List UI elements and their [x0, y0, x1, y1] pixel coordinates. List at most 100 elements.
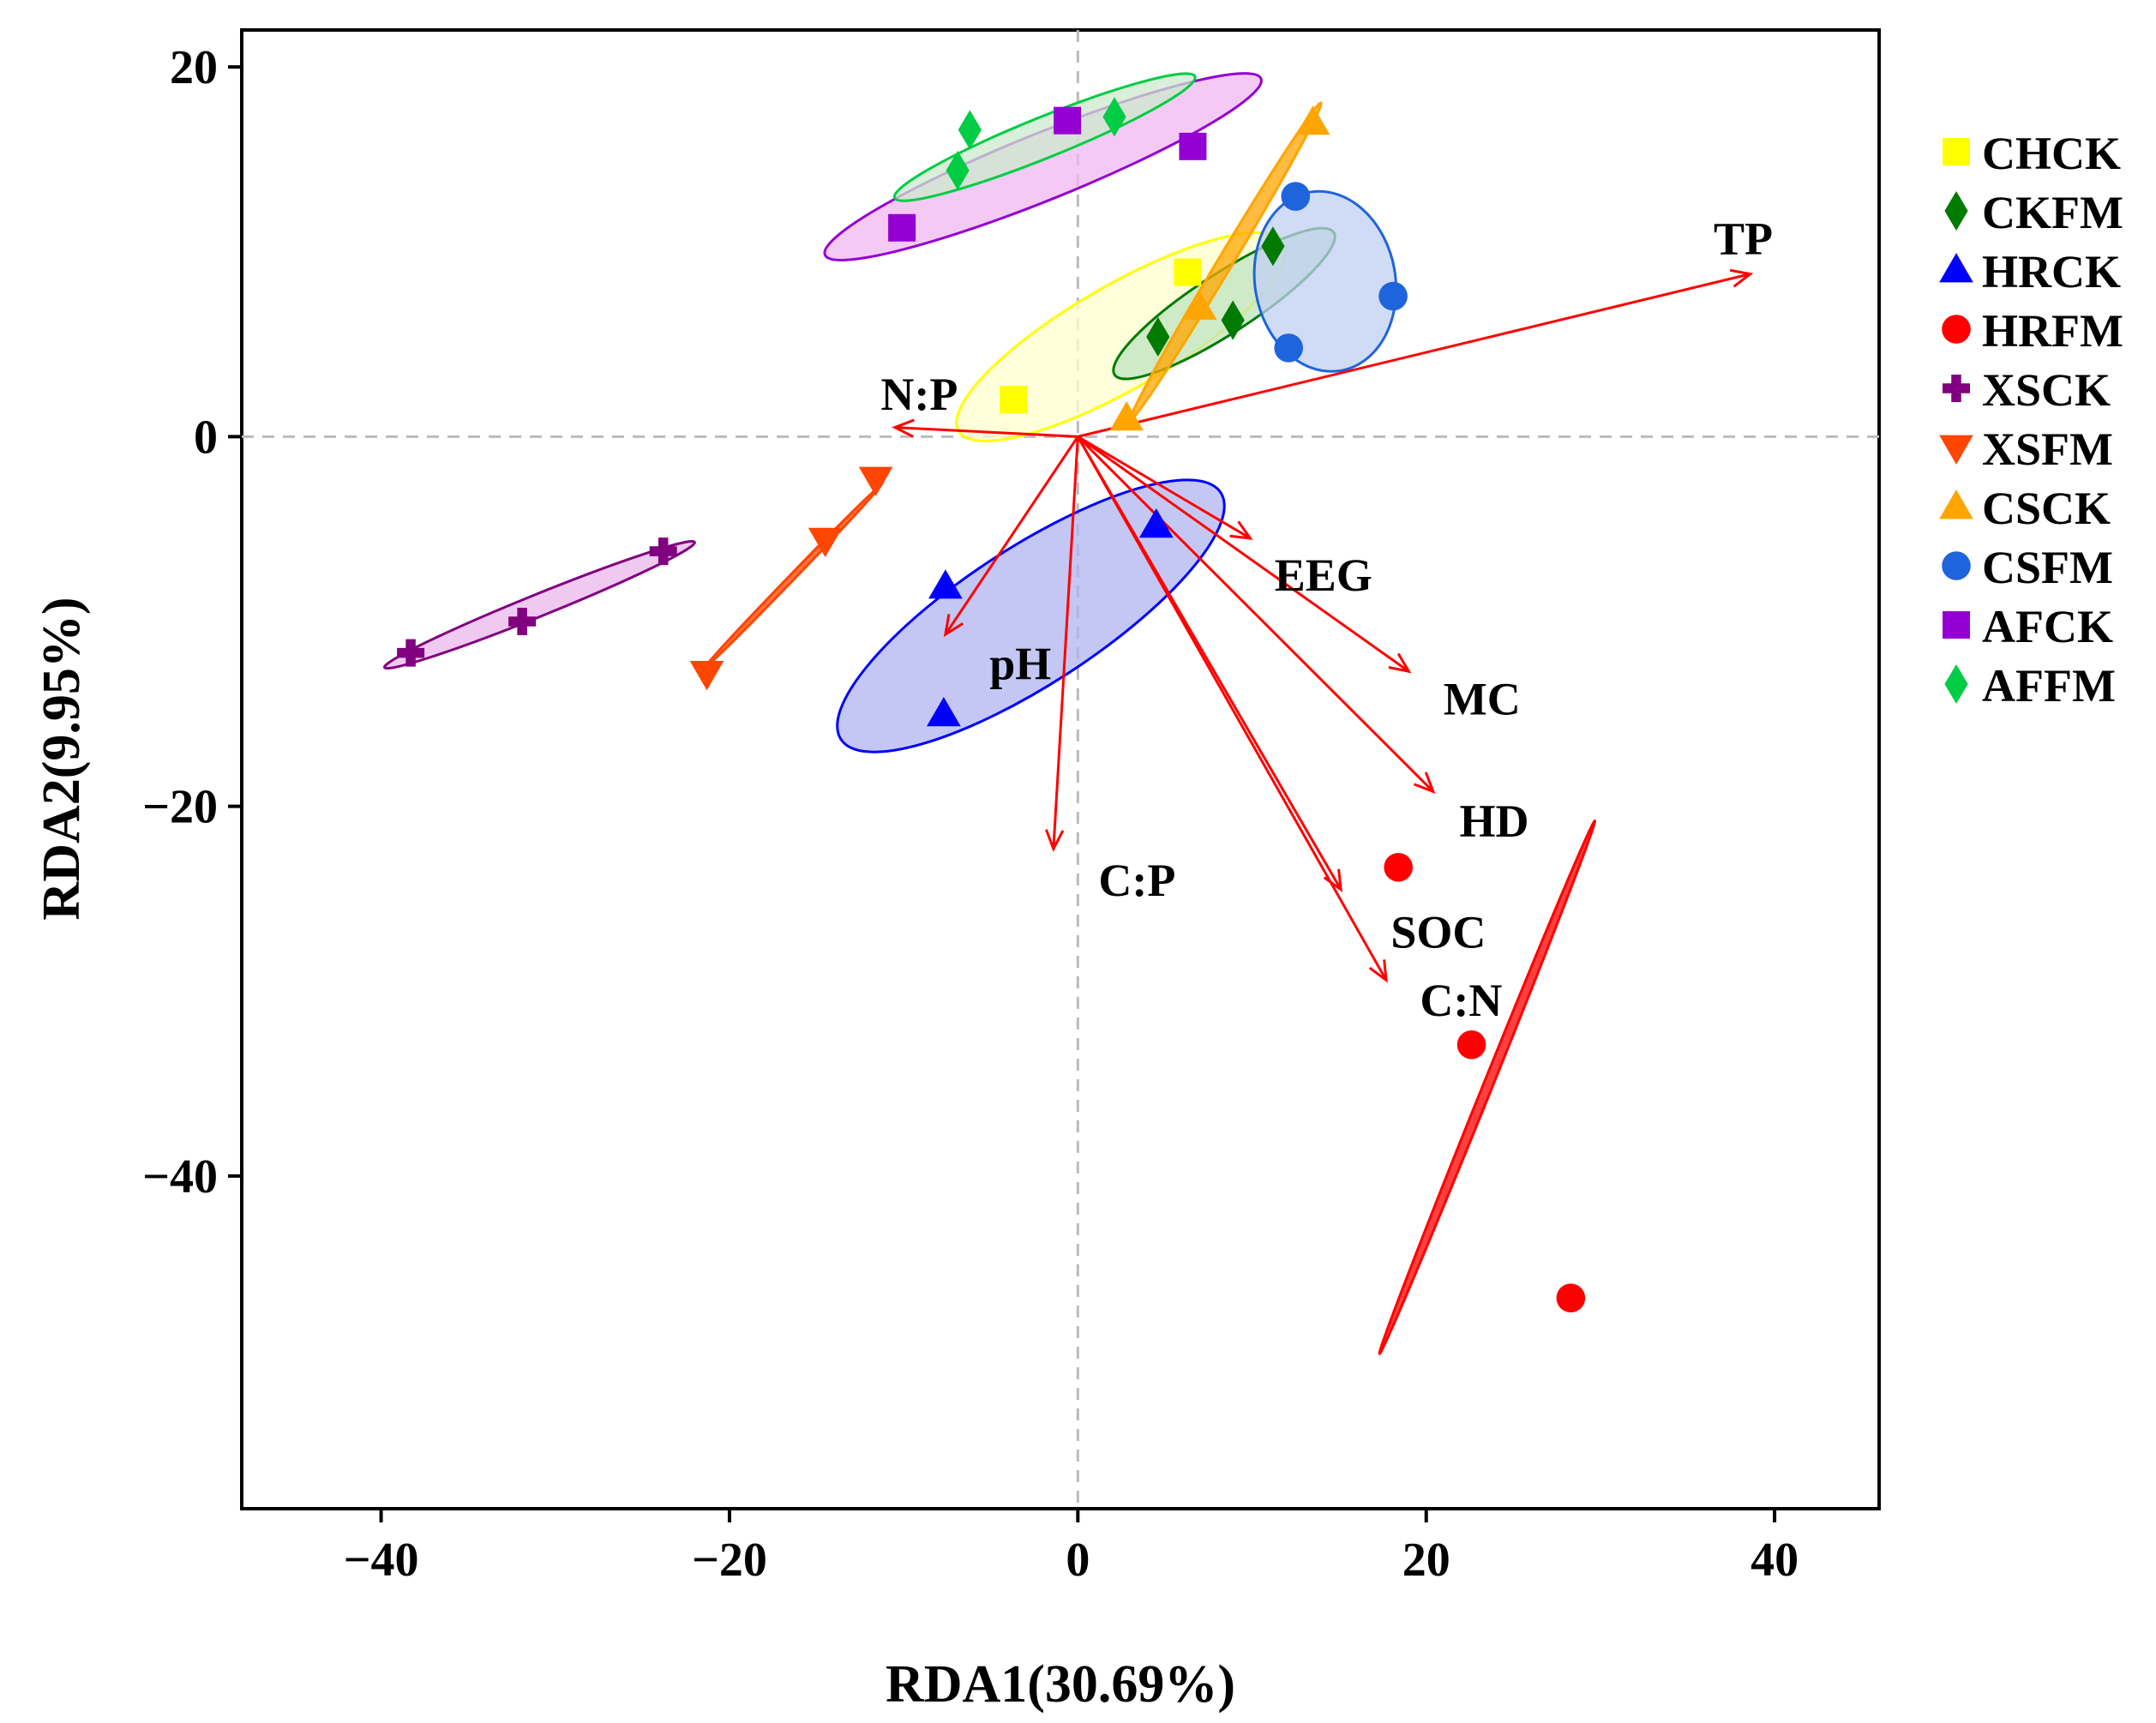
vector-label-eeg: EEG	[1275, 549, 1372, 601]
vector-labels: TP N:P EEG pH MC HD C:P SOC C:N	[880, 213, 1773, 1026]
point-chck	[1174, 258, 1202, 286]
y-tick-label: 0	[194, 411, 218, 464]
x-axis-title: RDA1(30.69%)	[886, 1655, 1235, 1714]
point-csck	[1295, 105, 1330, 135]
vector-label-tp: TP	[1714, 213, 1773, 265]
point-afck	[888, 213, 916, 242]
point-hrfm	[1556, 1283, 1586, 1312]
legend-marker-affm	[1944, 663, 1968, 705]
point-csfm	[1378, 281, 1408, 311]
ellipse-hrfm	[1378, 819, 1597, 1355]
ellipse-xsck	[383, 540, 696, 670]
y-axis-title: RDA2(9.95%)	[33, 597, 91, 920]
point-chck	[1000, 386, 1028, 414]
plot-frame	[240, 28, 1881, 1510]
point-afck	[1179, 132, 1207, 160]
vector-label-c-n: C:N	[1420, 975, 1502, 1026]
vector-label-soc: SOC	[1390, 906, 1486, 958]
point-hrfm	[1384, 852, 1413, 882]
legend-marker-xsck	[1943, 375, 1970, 402]
legend-label-xsfm: XSFM	[1982, 423, 2113, 475]
point-ckfm	[1146, 316, 1170, 357]
point-hrck	[928, 569, 963, 599]
point-hrck	[1138, 508, 1174, 538]
vector-eeg	[1077, 435, 1252, 540]
y-tick-label: 20	[170, 41, 218, 94]
point-xsfm	[689, 660, 724, 691]
y-tick-label: −20	[142, 781, 218, 834]
vector-arrowhead	[1388, 652, 1412, 674]
plot-area: TP N:P EEG pH MC HD C:P SOC C:N	[240, 28, 1881, 1510]
vector-n-p	[894, 426, 1078, 438]
point-xsck	[649, 537, 677, 566]
legend-marker-csck	[1939, 489, 1973, 519]
vector-arrowhead	[1413, 771, 1436, 794]
vector-ph	[944, 435, 1079, 635]
vector-label-ph: pH	[989, 639, 1051, 690]
legend-label-xsck: XSCK	[1982, 364, 2111, 416]
ellipse-chck	[955, 231, 1288, 442]
legend-label-hrck: HRCK	[1982, 246, 2121, 297]
ellipse-xsfm	[700, 482, 885, 673]
vector-tp	[1077, 273, 1751, 438]
point-ckfm	[1221, 300, 1245, 340]
point-affm	[958, 110, 982, 150]
point-hrck	[927, 696, 961, 727]
vector-label-c-p: C:P	[1098, 855, 1175, 906]
vector-arrowhead	[892, 418, 915, 438]
ellipse-hrck	[836, 478, 1226, 753]
legend-label-csck: CSCK	[1982, 483, 2111, 534]
legend-label-affm: AFFM	[1982, 660, 2116, 711]
point-xsck	[508, 608, 537, 635]
legend-marker-xsfm	[1939, 435, 1973, 465]
legend-marker-hrfm	[1942, 315, 1971, 344]
ellipse-affm	[892, 72, 1197, 202]
vector-arrowhead	[1229, 520, 1253, 540]
group-ellipses	[383, 72, 1597, 1355]
point-csfm	[1274, 333, 1303, 363]
x-tick-label: 20	[1402, 1534, 1450, 1587]
legend-label-hrfm: HRFM	[1982, 305, 2123, 357]
vector-arrowhead	[943, 614, 964, 638]
vector-arrowhead	[1729, 268, 1754, 288]
legend-label-afck: AFCK	[1982, 601, 2113, 652]
point-hrfm	[1456, 1030, 1486, 1060]
vector-arrowhead	[1368, 959, 1388, 983]
x-tick-label: −20	[692, 1534, 767, 1587]
legend: CHCK CKFM HRCK HRFM XSCK XSFM CSCK CSFM AFCK AFFM	[1939, 128, 2123, 711]
legend-marker-hrck	[1939, 253, 1973, 283]
x-axis: −40 −20 0 20 40	[344, 1509, 1799, 1587]
point-csck	[1182, 290, 1217, 320]
vector-mc	[1077, 435, 1410, 673]
point-affm	[946, 150, 970, 190]
vector-hd	[1077, 435, 1434, 793]
point-csfm	[1281, 182, 1311, 211]
vector-c-n	[1077, 435, 1388, 982]
vector-c-p	[1052, 436, 1079, 849]
point-xsck	[397, 639, 425, 667]
legend-marker-chck	[1943, 138, 1970, 165]
legend-label-csfm: CSFM	[1982, 542, 2113, 593]
point-xsfm	[808, 527, 843, 557]
vector-label-n-p: N:P	[880, 369, 958, 420]
x-tick-label: 40	[1751, 1534, 1799, 1587]
environmental-vectors	[892, 268, 1754, 983]
legend-label-chck: CHCK	[1982, 128, 2121, 179]
x-tick-label: 0	[1066, 1534, 1090, 1587]
point-affm	[1102, 97, 1126, 137]
legend-marker-afck	[1943, 611, 1970, 639]
sample-points	[397, 97, 1586, 1312]
point-csck	[1109, 400, 1144, 431]
ellipse-csfm	[1252, 189, 1398, 373]
y-axis: 20 0 −20 −40	[142, 41, 242, 1204]
legend-marker-csfm	[1942, 551, 1971, 580]
vector-label-hd: HD	[1459, 795, 1528, 847]
vector-label-mc: MC	[1444, 674, 1521, 725]
vector-arrowhead	[1044, 829, 1065, 852]
legend-label-ckfm: CKFM	[1982, 187, 2123, 238]
x-tick-label: −40	[344, 1534, 419, 1587]
point-afck	[1054, 106, 1082, 135]
point-xsfm	[858, 466, 893, 496]
y-tick-label: −40	[142, 1150, 218, 1204]
